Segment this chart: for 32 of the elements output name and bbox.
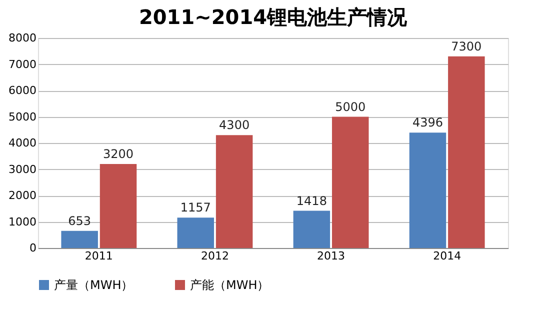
x-tick-label: 2013 <box>317 250 346 262</box>
data-label: 5000 <box>335 100 366 114</box>
bar <box>448 56 485 248</box>
y-tick-label: 3000 <box>8 162 36 176</box>
data-label: 653 <box>68 214 92 228</box>
bar <box>332 116 369 248</box>
x-tick-label: 2014 <box>433 250 462 262</box>
y-tick-label: 6000 <box>8 84 36 97</box>
x-tick-label: 2011 <box>84 250 113 262</box>
data-label: 1418 <box>296 194 327 208</box>
y-tick-label: 0 <box>30 242 36 254</box>
bar <box>100 164 137 248</box>
data-label: 7300 <box>451 39 482 54</box>
legend-label: 产量（MWH） <box>54 278 134 292</box>
bar <box>409 132 446 248</box>
y-tick-label: 5000 <box>8 110 36 124</box>
bar <box>61 230 98 248</box>
y-tick-label: 2000 <box>8 189 36 202</box>
data-label: 3200 <box>102 147 134 161</box>
y-tick-label: 1000 <box>8 215 36 228</box>
bar <box>216 135 253 248</box>
data-label: 4396 <box>412 116 444 130</box>
y-tick-label: 4000 <box>8 136 36 150</box>
data-label: 1157 <box>180 200 211 215</box>
y-tick-label: 7000 <box>8 58 36 71</box>
y-tick-label: 8000 <box>8 32 36 44</box>
bar <box>177 218 214 248</box>
x-tick-label: 2012 <box>200 250 229 262</box>
bar <box>293 210 330 248</box>
legend-label: 产能（MWH） <box>190 278 270 292</box>
chart-title: 2011~2014锂电池生产情况 <box>138 5 408 29</box>
data-label: 4300 <box>219 118 250 132</box>
